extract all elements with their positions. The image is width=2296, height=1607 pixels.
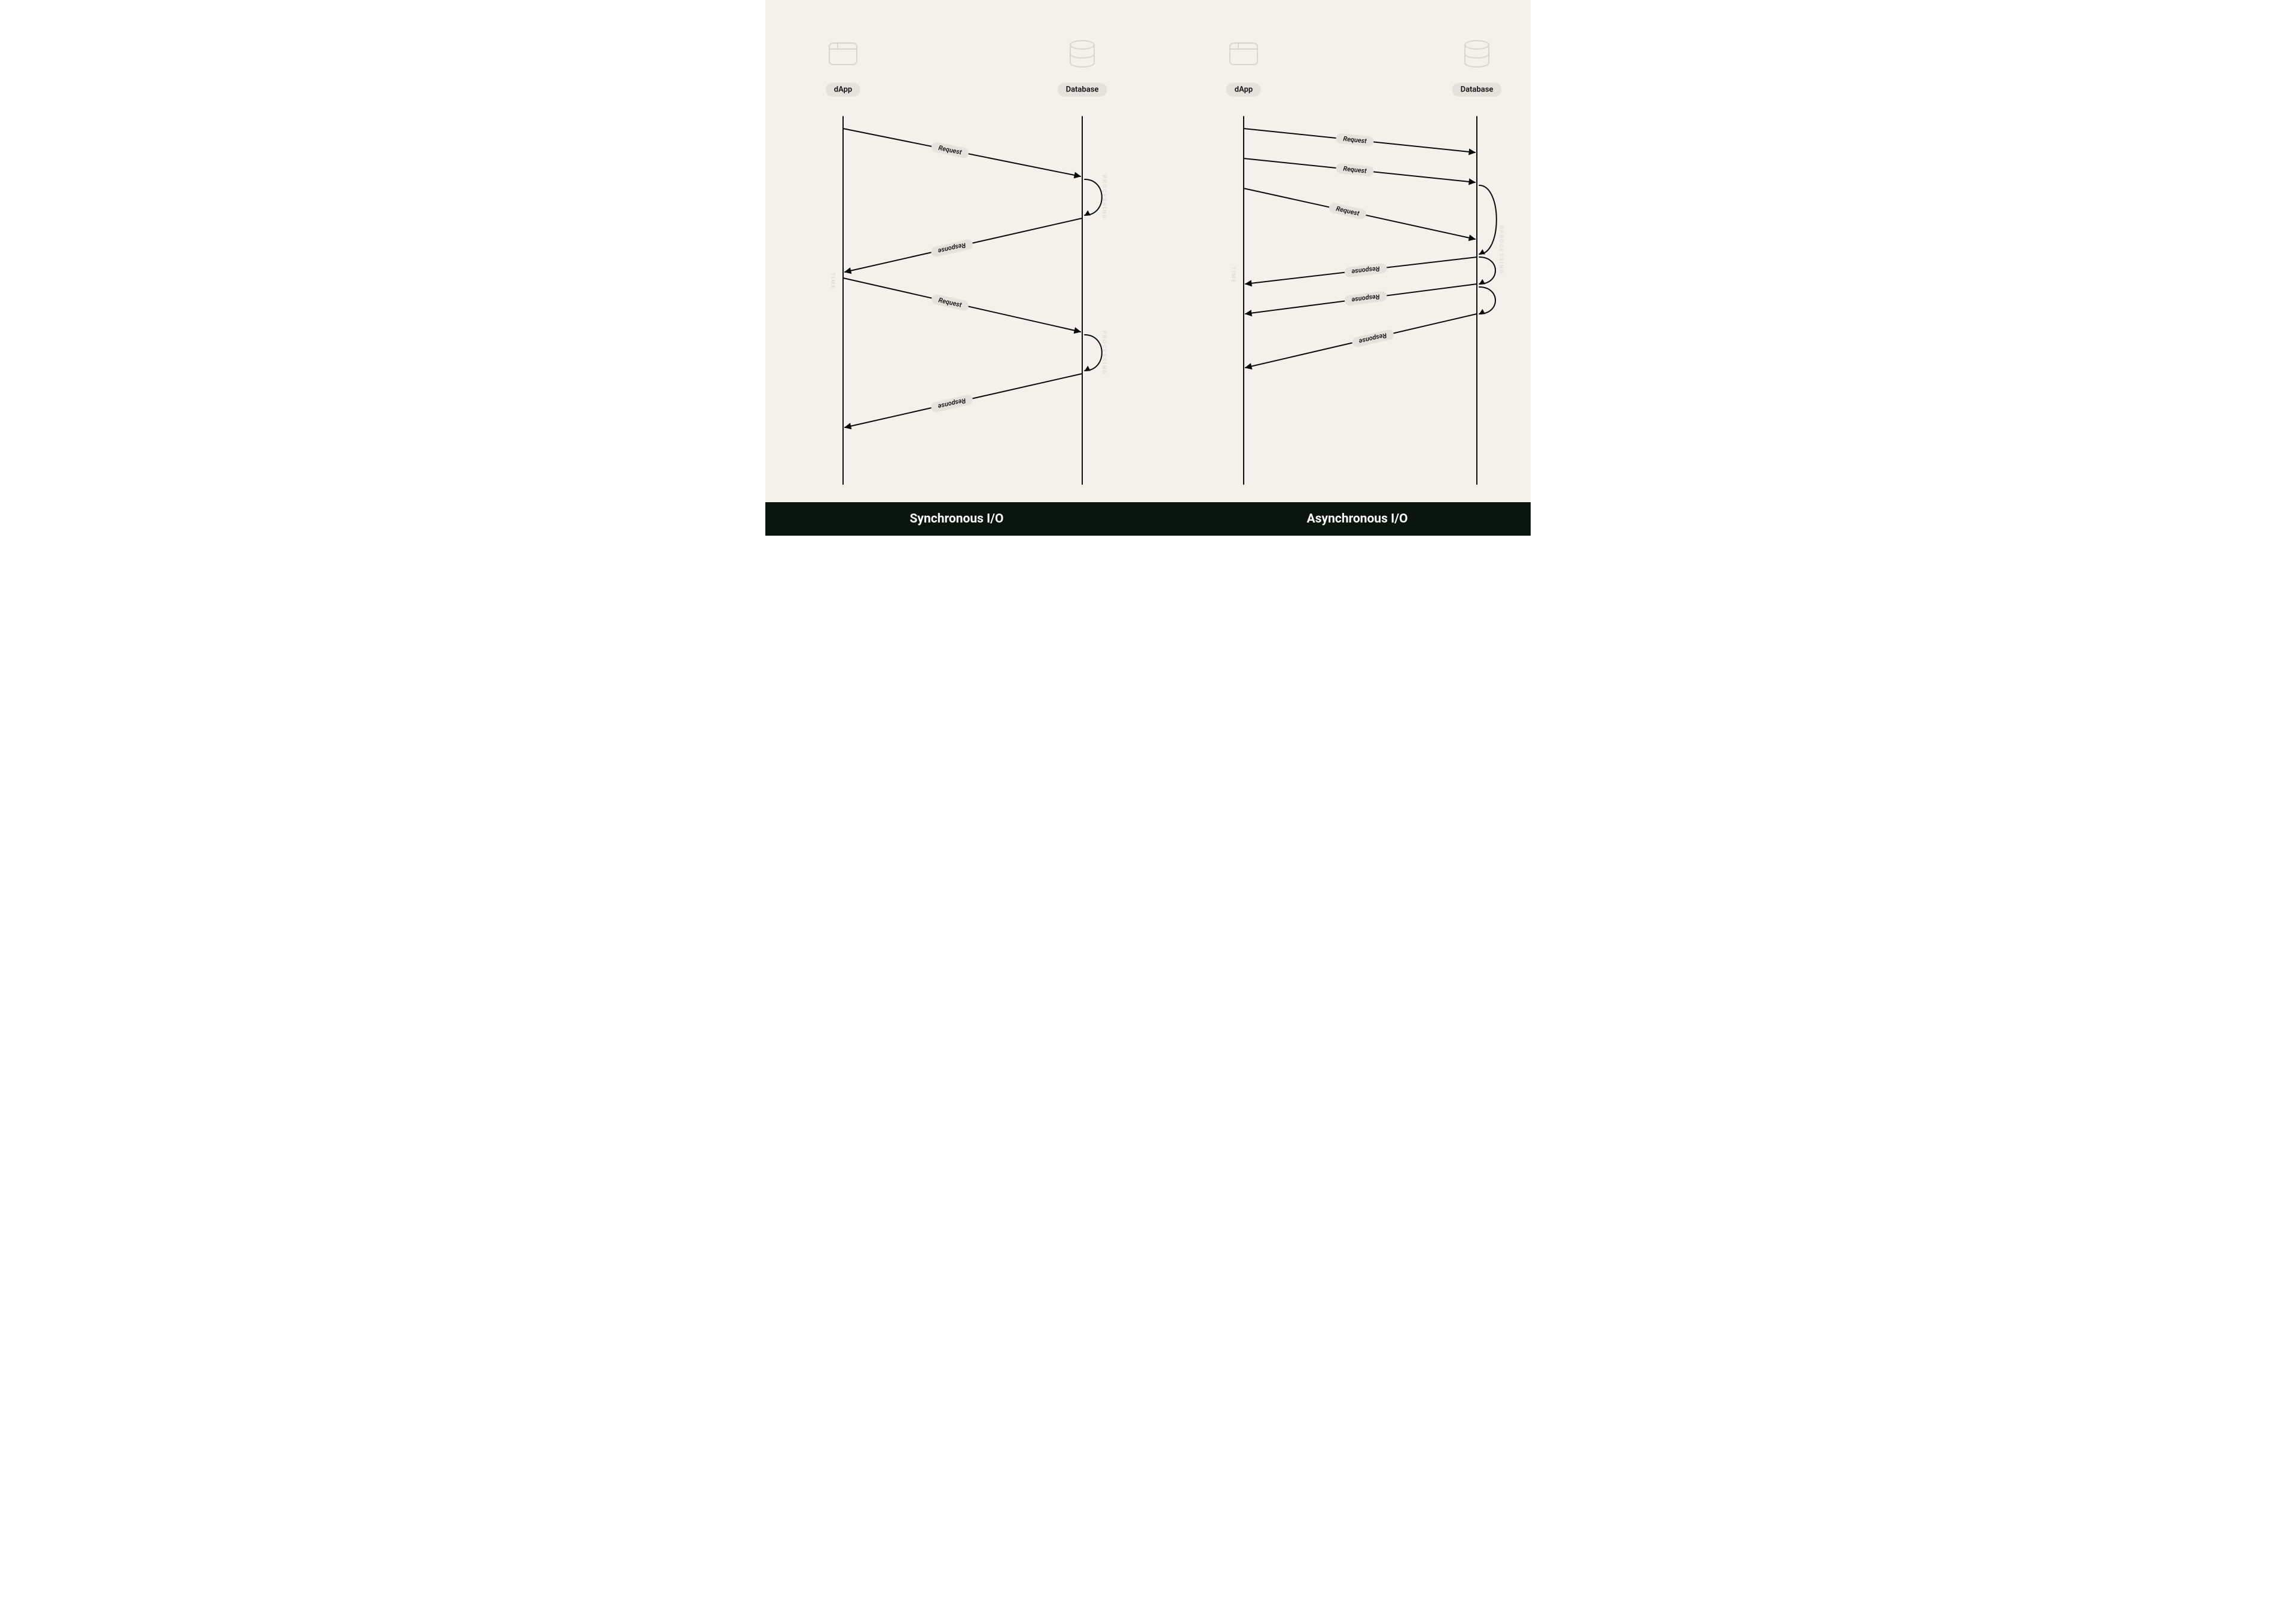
panel-title-sync: Synchronous I/O [909,512,1003,526]
diagram-canvas: dAppDatabaseTIMERequestResponseRequestRe… [765,0,1531,536]
time-label-async: TIME [1230,266,1236,283]
processing-label: PROCESSING [1101,331,1107,375]
processing-label: PROCESSING [1101,175,1107,220]
processing-label: DPROCESSING [1498,225,1504,275]
actor-pill-sync-left: dApp [826,83,860,97]
actor-pill-async-right: Database [1452,83,1502,97]
panel-title-async: Asynchronous I/O [1307,512,1408,526]
footer-bar: Synchronous I/O Asynchronous I/O [765,502,1531,536]
actor-pill-sync-right: Database [1058,83,1107,97]
actor-pill-async-left: dApp [1226,83,1261,97]
time-label-sync: TIME [829,272,835,289]
